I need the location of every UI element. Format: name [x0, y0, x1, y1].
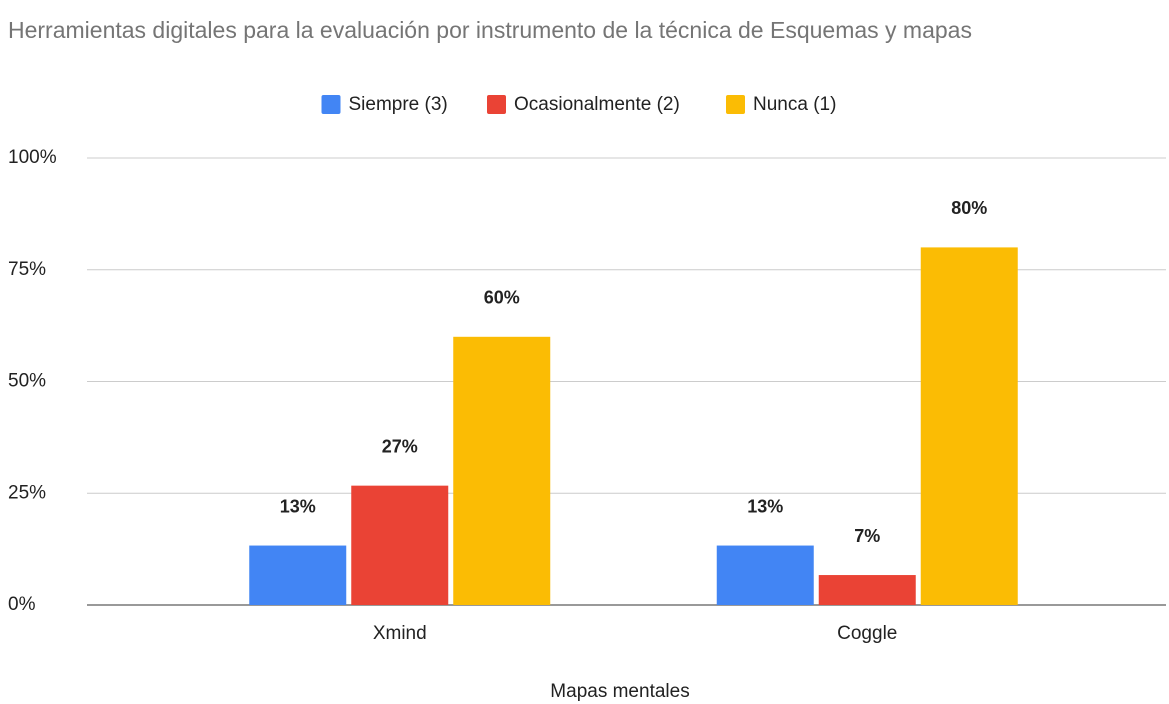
y-tick-label: 0%: [8, 594, 36, 615]
y-tick-label: 75%: [8, 259, 46, 280]
value-label: 7%: [854, 526, 880, 546]
y-tick-label: 50%: [8, 371, 46, 392]
legend-swatch: [726, 95, 745, 114]
legend-label: Ocasionalmente (2): [514, 94, 680, 115]
legend-label: Nunca (1): [753, 94, 836, 115]
bar: [818, 575, 916, 605]
bar: [920, 247, 1018, 605]
legend-swatch: [321, 95, 341, 114]
value-label: 80%: [951, 198, 987, 218]
chart-title: Herramientas digitales para la evaluació…: [8, 17, 972, 43]
x-tick-label: Xmind: [373, 623, 427, 644]
y-tick-label: 25%: [8, 482, 46, 503]
y-tick-label: 100%: [8, 147, 57, 168]
value-label: 27%: [382, 436, 418, 456]
bar: [249, 545, 347, 605]
legend-swatch: [487, 95, 506, 114]
value-label: 13%: [747, 496, 783, 516]
value-label: 60%: [484, 288, 520, 308]
bar: [453, 336, 551, 605]
legend-label: Siempre (3): [349, 94, 448, 115]
x-tick-label: Coggle: [837, 623, 897, 644]
bar: [351, 485, 449, 605]
value-label: 13%: [280, 496, 316, 516]
x-axis-title: Mapas mentales: [550, 681, 689, 702]
bar: [716, 545, 814, 605]
